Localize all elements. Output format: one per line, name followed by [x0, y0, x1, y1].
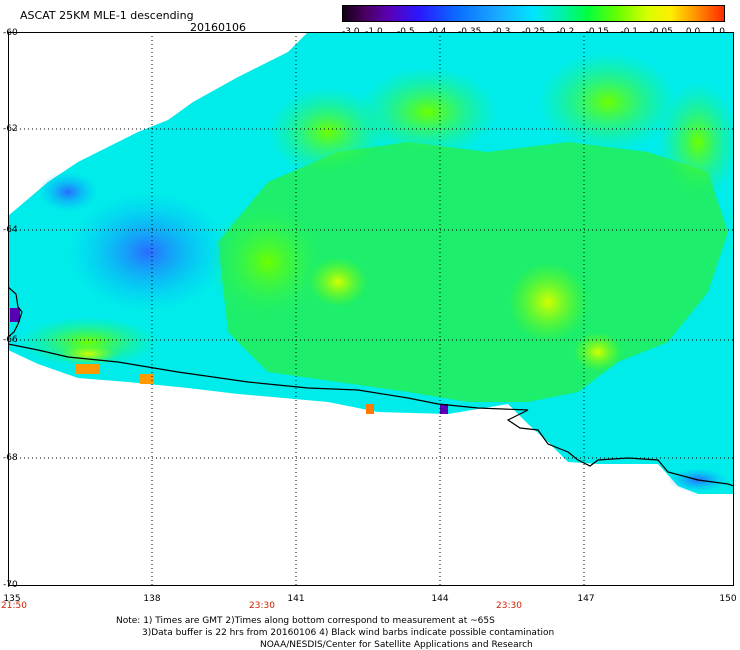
field-green-4 — [538, 52, 678, 152]
lon-label-147: 147 — [577, 594, 595, 604]
colorbar — [342, 5, 725, 22]
map-plot — [8, 32, 734, 586]
lat-gridlines — [8, 128, 734, 459]
field-purple-2 — [10, 308, 20, 322]
note-line-3: NOAA/NESDIS/Center for Satellite Applica… — [260, 640, 533, 650]
map-title: ASCAT 25KM MLE-1 descending — [20, 9, 194, 22]
lon-label-135: 135 — [3, 594, 21, 604]
field-purple-1 — [440, 404, 448, 414]
time-label-2: 23:30 — [249, 601, 275, 611]
field-orange-3 — [366, 404, 374, 414]
lat-label-62: -62 — [3, 124, 18, 134]
field-blue-1 — [68, 192, 228, 312]
lat-label-68: -68 — [3, 453, 18, 463]
coastline — [8, 286, 734, 487]
field-yellow-3 — [308, 257, 368, 307]
lat-label-60: -60 — [3, 28, 18, 38]
field-yellow-2 — [573, 332, 623, 372]
field-yellow-4 — [58, 344, 118, 364]
map-date: 20160106 — [190, 21, 246, 34]
field-green-7 — [18, 317, 158, 367]
time-label-1: 21:50 — [1, 601, 27, 611]
lon-label-141: 141 — [287, 594, 305, 604]
note-line-1: Note: 1) Times are GMT 2)Times along bot… — [116, 616, 495, 626]
note-line-2: 3)Data buffer is 22 hrs from 20160106 4)… — [142, 628, 555, 638]
lat-label-70: -70 — [3, 580, 18, 590]
lon-label-144: 144 — [431, 594, 449, 604]
lon-label-150: 150 — [719, 594, 737, 604]
lat-label-66: -66 — [3, 335, 18, 345]
field-green-5 — [658, 82, 734, 202]
lat-label-64: -64 — [3, 225, 18, 235]
field-green-6 — [208, 202, 328, 322]
lon-label-138: 138 — [143, 594, 161, 604]
plot-frame — [8, 32, 734, 586]
lon-gridlines — [151, 32, 585, 586]
field-orange-1 — [76, 364, 100, 374]
field-blue-2 — [38, 172, 98, 212]
time-label-3: 23:30 — [496, 601, 522, 611]
field-green-2 — [268, 87, 388, 177]
field-orange-2 — [140, 374, 154, 384]
field-yellow-1 — [508, 262, 588, 342]
field-green-3 — [358, 67, 498, 157]
